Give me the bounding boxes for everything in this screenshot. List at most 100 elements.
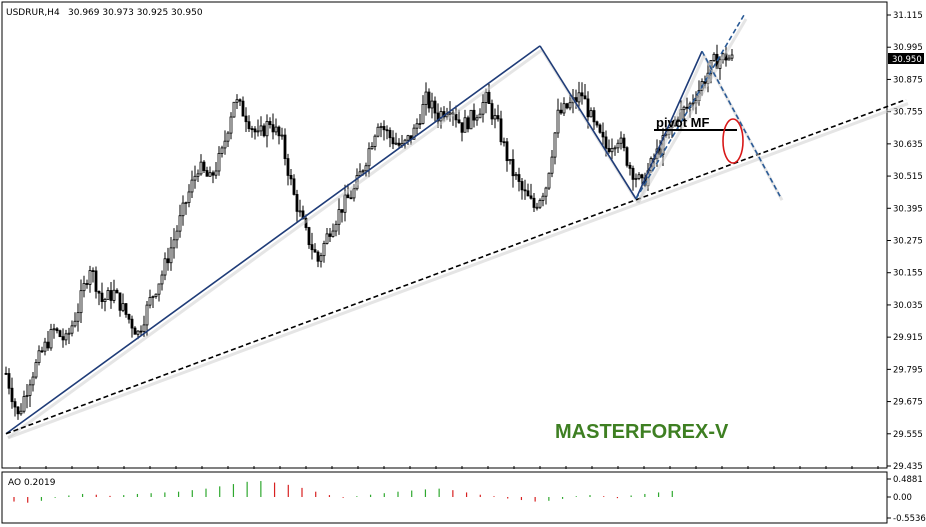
- candle-body: [568, 102, 572, 109]
- candle-body: [88, 270, 92, 285]
- candle-body: [262, 125, 266, 137]
- candle-body: [619, 137, 623, 144]
- candle-body: [184, 202, 188, 204]
- candle-body: [439, 111, 443, 122]
- candle-body: [406, 135, 410, 141]
- candle-body: [196, 173, 200, 177]
- candle-body: [82, 283, 86, 292]
- candle-body: [382, 126, 386, 131]
- candle-body: [544, 187, 548, 197]
- trendline-dashed-upper: [635, 14, 745, 200]
- candle-body: [223, 140, 227, 149]
- candle-body: [433, 100, 437, 114]
- candle-body: [10, 387, 14, 403]
- candle-body: [268, 121, 272, 126]
- candle-body: [712, 53, 716, 61]
- candle-body: [388, 129, 392, 139]
- candle-body: [238, 99, 242, 102]
- candle-body: [517, 174, 521, 182]
- candle-body: [280, 134, 284, 137]
- candle-body: [139, 330, 143, 333]
- candle-body: [322, 243, 326, 257]
- candle-body: [430, 100, 434, 109]
- candle-body: [229, 116, 233, 134]
- candle-body: [580, 92, 584, 97]
- candle-body: [727, 57, 731, 61]
- candle-body: [331, 230, 335, 237]
- candle-body: [259, 125, 263, 132]
- candle-body: [607, 147, 611, 153]
- candle-body: [550, 156, 554, 174]
- price-tick-label: 29.915: [893, 333, 923, 343]
- candle-body: [16, 406, 20, 415]
- candle-body: [358, 171, 362, 176]
- candle-body: [427, 91, 431, 109]
- candle-body: [220, 147, 224, 154]
- candle-body: [448, 112, 452, 115]
- candle-body: [367, 148, 371, 167]
- ao-tick-zero: 0.00: [893, 493, 912, 503]
- candle-body: [58, 330, 62, 338]
- price-tick-label: 30.515: [893, 172, 923, 182]
- ao-pane-frame: [1, 471, 888, 524]
- candle-body: [565, 103, 569, 109]
- candle-body: [616, 142, 620, 149]
- candle-body: [535, 206, 539, 209]
- candle-body: [211, 172, 215, 176]
- candle-body: [496, 115, 500, 120]
- candle-body: [37, 350, 41, 363]
- price-tick-label: 30.035: [893, 301, 923, 311]
- candle-body: [676, 119, 680, 122]
- candle-body: [397, 142, 401, 146]
- trendline-shadow: [702, 54, 784, 201]
- main-pane-frame: [1, 1, 888, 469]
- price-tick-label: 29.675: [893, 398, 923, 408]
- ao-tick-bottom: -0.5536: [893, 514, 926, 524]
- candle-body: [49, 329, 53, 349]
- candle-body: [631, 167, 635, 180]
- candle-body: [256, 130, 260, 133]
- candle-body: [64, 333, 68, 341]
- candle-body: [235, 99, 239, 103]
- candle-body: [247, 121, 251, 130]
- candle-body: [487, 91, 491, 105]
- candle-body: [526, 190, 530, 197]
- candle-body: [19, 410, 23, 415]
- candle-body: [124, 303, 128, 315]
- trendline-solid-up: [5, 45, 541, 435]
- price-tick-label: 30.875: [893, 75, 923, 85]
- trendline-shadow: [7, 48, 543, 439]
- candle-body: [493, 115, 497, 120]
- candle-body: [421, 103, 425, 124]
- candle-body: [67, 332, 71, 335]
- candle-body: [352, 188, 356, 199]
- candle-body: [199, 161, 203, 175]
- candle-body: [175, 230, 179, 241]
- ao-bars-layer: [13, 481, 673, 503]
- candle-body: [418, 123, 422, 125]
- price-tick-label: 29.555: [893, 430, 923, 440]
- ohlc-values: 30.969 30.973 30.925 30.950: [68, 8, 203, 18]
- candle-body: [346, 194, 350, 199]
- candle-body: [589, 110, 593, 118]
- candle-body: [529, 195, 533, 199]
- candle-body: [55, 328, 59, 332]
- price-tick-label: 30.155: [893, 269, 923, 279]
- candle-body: [133, 327, 137, 335]
- candle-body: [370, 146, 374, 150]
- trendline-zigzag-down: [539, 45, 637, 200]
- candle-body: [28, 384, 32, 396]
- candle-body: [511, 159, 515, 177]
- ao-tick-top: 0.4881: [893, 475, 923, 485]
- candle-body: [514, 174, 518, 177]
- candle-body: [79, 290, 83, 314]
- current-price-label: 30.950: [892, 55, 922, 65]
- trendline-shadow: [7, 102, 909, 440]
- candle-body: [583, 95, 587, 100]
- candle-body: [340, 209, 344, 213]
- candle-body: [157, 283, 161, 295]
- candle-body: [634, 177, 638, 180]
- candle-body: [490, 103, 494, 120]
- candle-body: [43, 341, 47, 352]
- candle-body: [730, 54, 734, 59]
